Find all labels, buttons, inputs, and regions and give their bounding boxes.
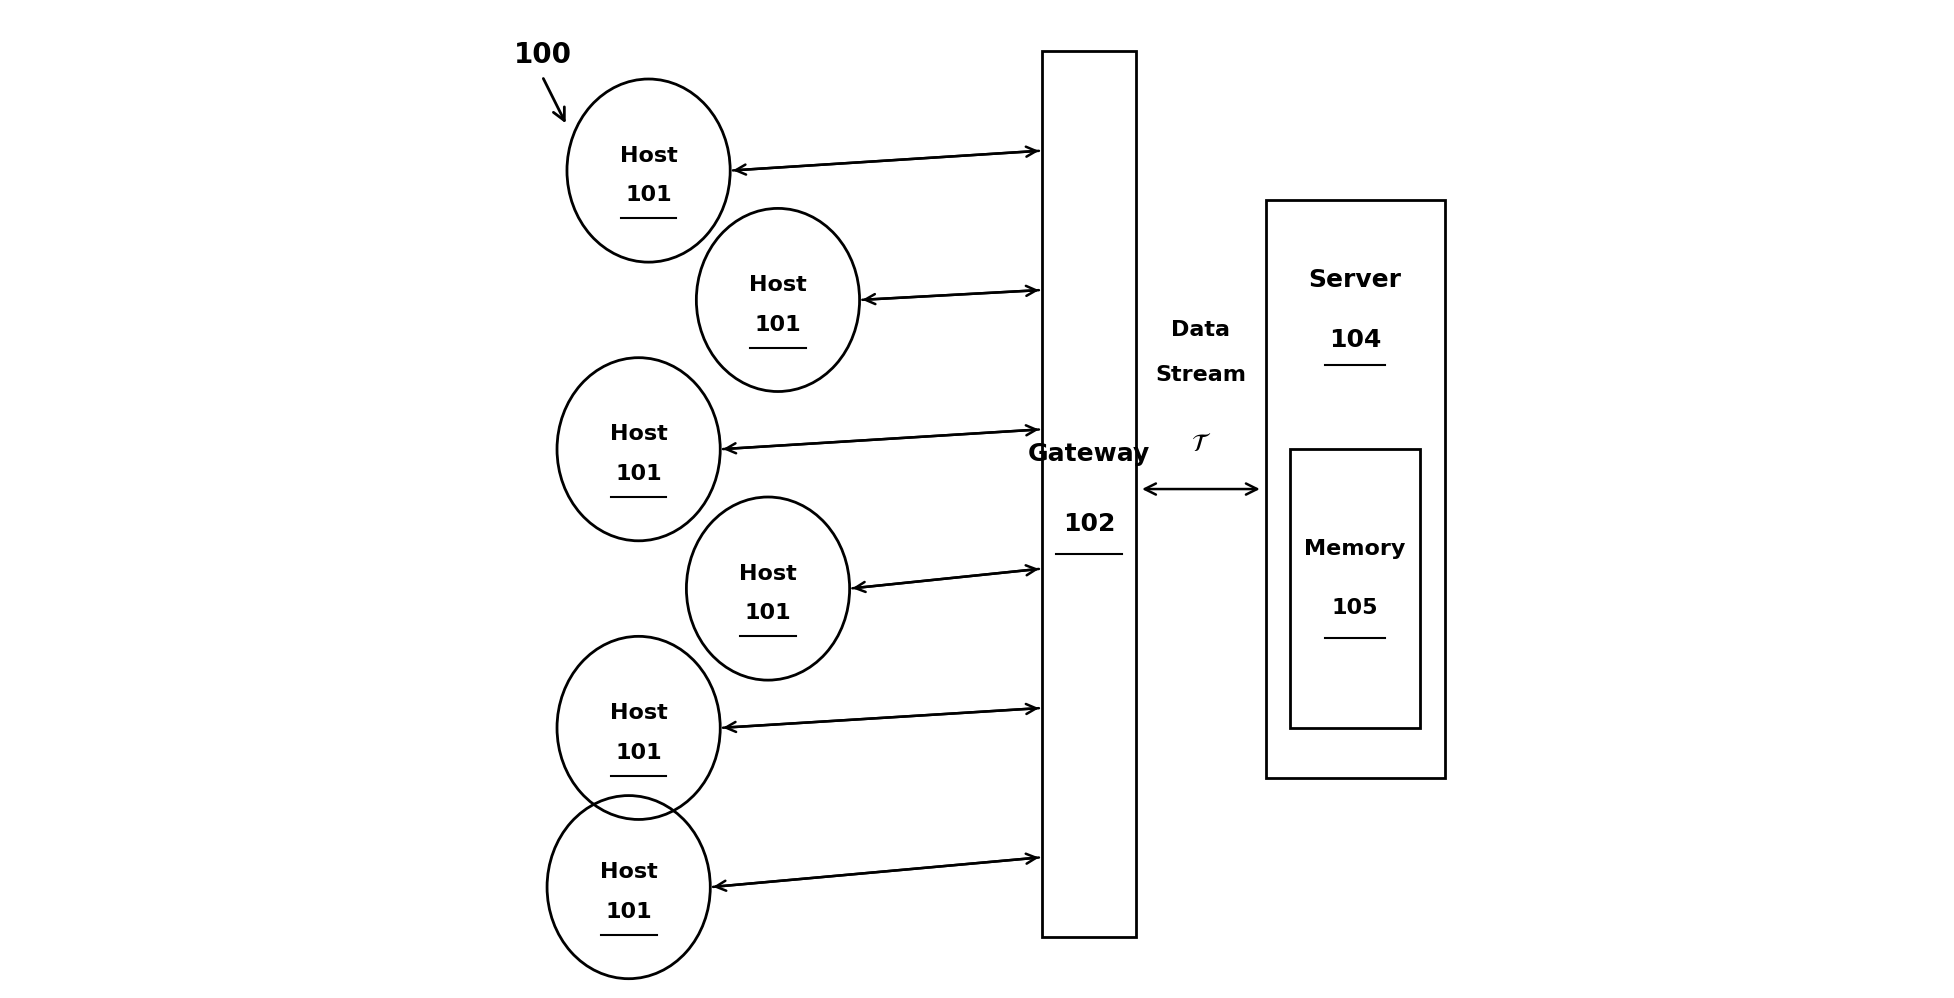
Text: 101: 101 (616, 743, 662, 762)
Text: 101: 101 (754, 314, 801, 335)
Text: 101: 101 (744, 604, 791, 624)
Text: Host: Host (610, 703, 668, 723)
Text: Host: Host (610, 424, 668, 444)
Text: 102: 102 (1063, 512, 1116, 536)
Text: Server: Server (1309, 268, 1401, 292)
Text: 101: 101 (625, 186, 672, 206)
Text: Host: Host (739, 564, 797, 584)
Text: Gateway: Gateway (1028, 442, 1151, 466)
Text: Memory: Memory (1305, 539, 1405, 559)
Text: Stream: Stream (1155, 364, 1247, 384)
Text: 105: 105 (1333, 599, 1378, 619)
Text: 101: 101 (616, 464, 662, 484)
Text: 100: 100 (514, 41, 573, 69)
Text: $\mathcal{T}$: $\mathcal{T}$ (1190, 432, 1211, 456)
Text: Host: Host (748, 275, 807, 295)
Text: 101: 101 (606, 902, 653, 922)
Text: Host: Host (619, 146, 678, 166)
Text: 104: 104 (1329, 327, 1381, 351)
Text: Host: Host (600, 862, 658, 882)
Text: Data: Data (1172, 319, 1231, 339)
